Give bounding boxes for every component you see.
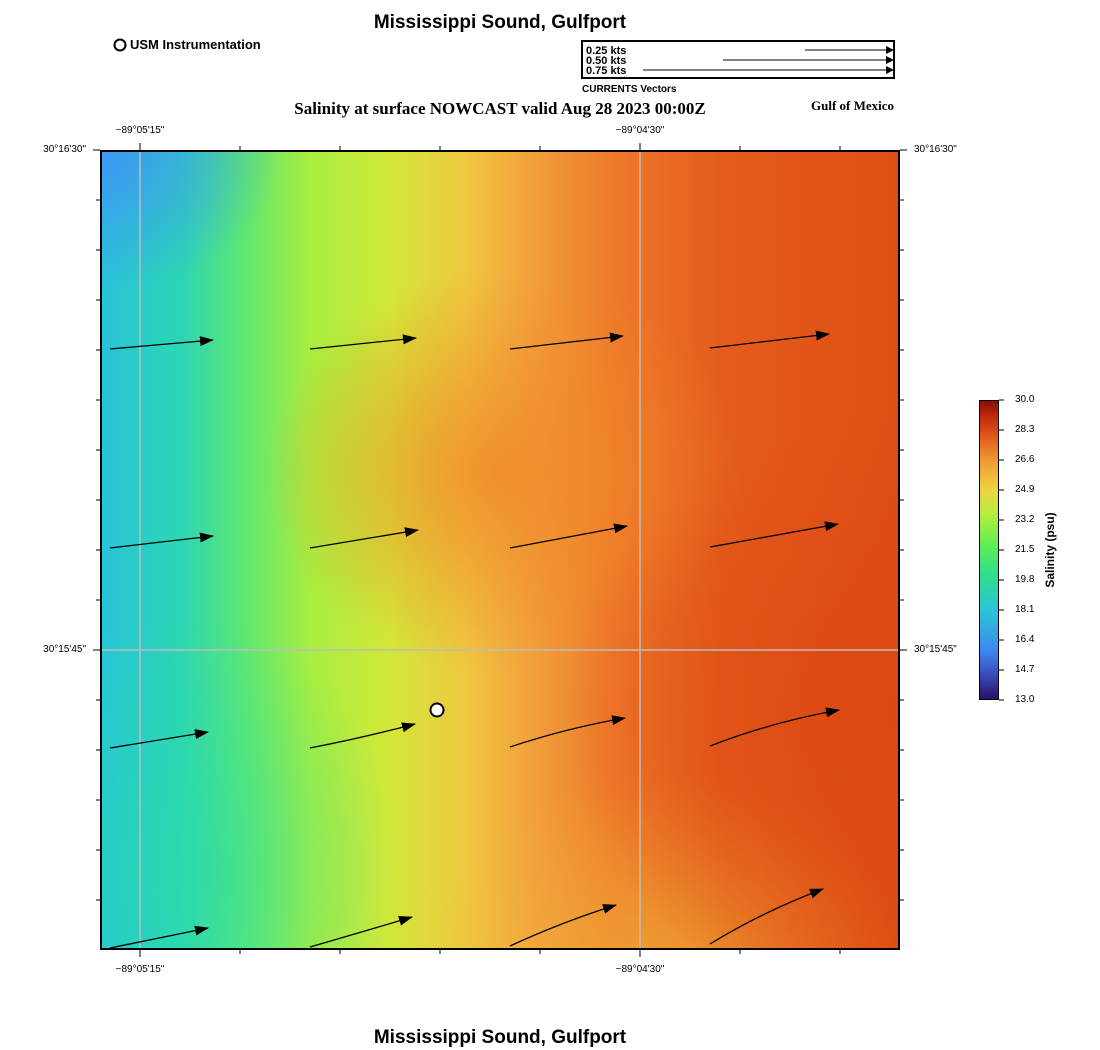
current-vector bbox=[509, 715, 626, 748]
usm-station-marker[interactable] bbox=[429, 702, 445, 718]
colorbar-label: Salinity (psu) bbox=[1043, 512, 1057, 588]
colorbar-tick-label: 30.0 bbox=[1015, 394, 1035, 405]
colorbar-ticks bbox=[999, 399, 1004, 701]
map-overlay bbox=[102, 152, 898, 948]
current-vector bbox=[709, 707, 840, 747]
colorbar-tick-label: 21.5 bbox=[1015, 544, 1035, 555]
x-tick-top-1: −89°05'15" bbox=[115, 125, 165, 136]
current-vector bbox=[309, 334, 417, 350]
vector-legend-entry-2: 0.50 kts bbox=[586, 55, 627, 67]
colorbar-tick-label: 18.1 bbox=[1015, 604, 1035, 615]
vector-legend-caption: CURRENTS Vectors bbox=[582, 84, 677, 95]
x-tick-bottom-1: −89°05'15" bbox=[115, 964, 165, 975]
colorbar-tick-label: 13.0 bbox=[1015, 694, 1035, 705]
current-vector bbox=[109, 925, 209, 948]
current-vector bbox=[509, 523, 628, 549]
colorbar-tick-label: 28.3 bbox=[1015, 424, 1035, 435]
current-vector bbox=[509, 904, 617, 947]
salinity-map[interactable] bbox=[100, 150, 900, 950]
colorbar-tick-label: 16.4 bbox=[1015, 634, 1035, 645]
salinity-colorbar bbox=[979, 400, 999, 700]
colorbar-tick-label: 23.2 bbox=[1015, 514, 1035, 525]
y-tick-left-2: 30°15'45" bbox=[43, 644, 86, 655]
current-vector bbox=[709, 888, 824, 945]
station-legend-label: USM Instrumentation bbox=[130, 37, 261, 52]
current-vector bbox=[309, 722, 416, 749]
y-tick-left-1: 30°16'30" bbox=[43, 144, 86, 155]
map-subtitle: Salinity at surface NOWCAST valid Aug 28… bbox=[294, 99, 706, 118]
y-tick-right-1: 30°16'30" bbox=[914, 144, 957, 155]
colorbar-tick-label: 19.8 bbox=[1015, 574, 1035, 585]
x-tick-top-2: −89°04'30" bbox=[615, 125, 665, 136]
current-vector bbox=[709, 330, 830, 349]
colorbar-tick-label: 14.7 bbox=[1015, 664, 1035, 675]
colorbar-tick-label: 24.9 bbox=[1015, 484, 1035, 495]
x-tick-bottom-2: −89°04'30" bbox=[615, 964, 665, 975]
vector-legend-entry-1: 0.25 kts bbox=[586, 45, 627, 57]
station-marker-icon bbox=[113, 38, 127, 52]
vector-legend-entry-3: 0.75 kts bbox=[586, 65, 627, 77]
footer-title: Mississippi Sound, Gulfport bbox=[373, 1027, 627, 1048]
current-vector bbox=[109, 729, 209, 749]
colorbar-tick-label: 26.6 bbox=[1015, 454, 1035, 465]
current-vector bbox=[709, 521, 839, 548]
vector-legend-box: 0.25 kts 0.50 kts 0.75 kts bbox=[581, 40, 895, 79]
current-vector bbox=[309, 527, 419, 549]
region-label: Gulf of Mexico bbox=[811, 98, 895, 113]
vector-legend-arrows bbox=[643, 46, 893, 74]
map-title: Mississippi Sound, Gulfport bbox=[373, 12, 627, 33]
current-vector bbox=[509, 332, 624, 350]
current-vector bbox=[109, 532, 214, 549]
y-tick-right-2: 30°15'45" bbox=[914, 644, 957, 655]
current-vector bbox=[109, 336, 214, 350]
current-vector bbox=[309, 915, 413, 948]
